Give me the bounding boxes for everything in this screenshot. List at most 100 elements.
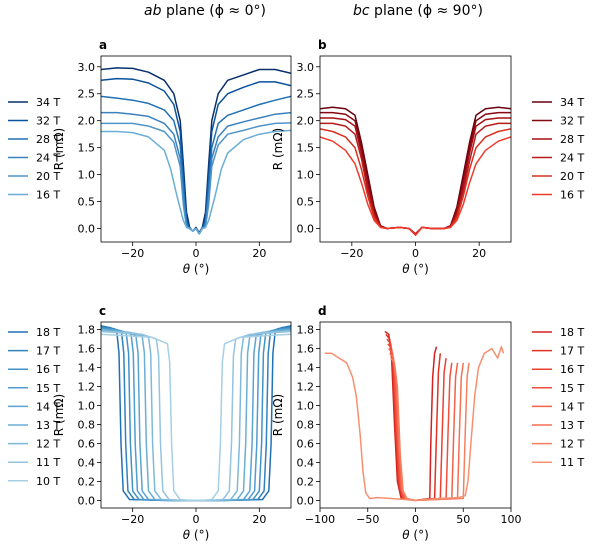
- y-tick-label-d-3: 0.6: [297, 437, 315, 450]
- x-tick-label-d-2: 0: [412, 513, 419, 526]
- legend-label-d-4: 14 T: [560, 400, 584, 413]
- y-tick-label-c-7: 1.4: [78, 362, 96, 375]
- y-tick-label-a-3: 1.5: [78, 142, 96, 155]
- x-axis-label-b: θ (°): [402, 262, 429, 276]
- panel-b: −20 0 20 0.0 0.5 1.0 1.5 2.0 2.5 3.0 θ (°) R (mΩ) b 3…: [271, 38, 584, 276]
- y-tick-label-b-2: 1.0: [297, 169, 315, 182]
- y-tick-label-d-0: 0.0: [297, 494, 315, 507]
- legend-label-b-0: 34 T: [560, 96, 584, 109]
- plot-frame-d: [319, 321, 512, 509]
- y-tick-label-a-5: 2.5: [78, 88, 96, 101]
- y-tick-label-a-0: 0.0: [78, 223, 96, 236]
- panel-c: −20 0 20 0.0 0.2 0.4 0.6 0.8 1.0 1.2 1.4 1.6 1.8 θ (°…: [8, 304, 292, 542]
- legend-label-c-7: 11 T: [36, 456, 60, 469]
- y-tick-label-a-6: 3.0: [78, 61, 96, 74]
- legend-label-d-2: 16 T: [560, 363, 584, 376]
- x-tick-label-c-2: 20: [252, 513, 266, 526]
- y-tick-label-c-9: 1.8: [78, 324, 96, 337]
- y-tick-label-d-9: 1.8: [297, 324, 315, 337]
- series-line-a-1: [101, 77, 291, 235]
- y-tick-label-b-4: 2.0: [297, 115, 315, 128]
- legend-label-d-0: 18 T: [560, 326, 584, 339]
- x-axis-label-d: θ (°): [402, 528, 429, 542]
- y-tick-label-d-7: 1.4: [297, 362, 315, 375]
- x-axis-label-a: θ (°): [183, 262, 210, 276]
- y-tick-label-c-4: 0.8: [78, 418, 96, 431]
- y-tick-label-d-2: 0.4: [297, 456, 315, 469]
- legend-label-c-3: 15 T: [36, 382, 60, 395]
- legend-label-d-5: 13 T: [560, 419, 584, 432]
- legend-label-d-1: 17 T: [560, 345, 584, 358]
- series-line-a-3: [101, 111, 291, 235]
- series-line-b-5: [320, 136, 511, 236]
- legend-label-c-1: 17 T: [36, 345, 60, 358]
- legend-b: 34 T 32 T 28 T 24 T 20 T 16 T: [532, 96, 584, 202]
- series-line-b-4: [320, 128, 511, 236]
- legend-label-a-3: 24 T: [36, 152, 60, 165]
- legend-label-b-4: 20 T: [560, 170, 584, 183]
- y-tick-label-c-8: 1.6: [78, 343, 96, 356]
- y-tick-label-d-4: 0.8: [297, 418, 315, 431]
- legend-c: 18 T 17 T 16 T 15 T 14 T 13 T 12 T 11 T 10 T: [8, 326, 60, 488]
- series-line-b-0: [320, 106, 511, 235]
- y-axis-label-c: R (mΩ): [52, 394, 66, 436]
- legend-label-a-0: 34 T: [36, 96, 60, 109]
- legend-a: 34 T 32 T 28 T 24 T 20 T 16 T: [8, 96, 60, 202]
- x-tick-label-a-2: 20: [252, 247, 266, 260]
- y-tick-label-c-6: 1.2: [78, 381, 96, 394]
- panel-label-b: b: [318, 38, 327, 52]
- y-tick-label-d-5: 1.0: [297, 400, 315, 413]
- y-tick-label-c-5: 1.0: [78, 400, 96, 413]
- panel-label-d: d: [318, 304, 327, 318]
- x-tick-label-d-1: −50: [356, 513, 379, 526]
- legend-label-d-7: 11 T: [560, 456, 584, 469]
- y-tick-label-c-1: 0.2: [78, 475, 96, 488]
- series-line-d-7: [324, 345, 505, 502]
- legend-label-a-1: 32 T: [36, 115, 60, 128]
- x-tick-label-d-0: −100: [305, 513, 335, 526]
- y-tick-label-c-2: 0.4: [78, 456, 96, 469]
- y-tick-label-c-3: 0.6: [78, 437, 96, 450]
- legend-label-a-5: 16 T: [36, 189, 60, 202]
- series-line-b-1: [320, 111, 511, 235]
- y-tick-label-b-1: 0.5: [297, 196, 315, 209]
- x-tick-label-d-4: 100: [501, 513, 522, 526]
- y-axis-label-b: R (mΩ): [271, 128, 285, 170]
- left-column-title: ab plane (ϕ ≈ 0°): [144, 3, 266, 19]
- x-tick-label-c-1: 0: [193, 513, 200, 526]
- series-line-d-6: [390, 357, 470, 502]
- plot-frame-b: [319, 55, 512, 243]
- legend-label-b-1: 32 T: [560, 115, 584, 128]
- y-axis-label-d: R (mΩ): [271, 394, 285, 436]
- legend-label-b-2: 28 T: [560, 133, 584, 146]
- x-tick-label-c-0: −20: [121, 513, 144, 526]
- x-tick-label-d-3: 50: [456, 513, 470, 526]
- legend-label-b-5: 16 T: [560, 189, 584, 202]
- legend-label-c-6: 12 T: [36, 438, 60, 451]
- x-tick-label-a-1: 0: [193, 247, 200, 260]
- series-line-a-0: [101, 67, 291, 234]
- series-line-c-8: [101, 333, 291, 502]
- y-tick-label-a-2: 1.0: [78, 169, 96, 182]
- y-tick-label-d-1: 0.2: [297, 475, 315, 488]
- x-tick-label-b-1: 0: [412, 247, 419, 260]
- plot-frame-a: [100, 55, 292, 243]
- y-tick-label-a-1: 0.5: [78, 196, 96, 209]
- series-line-a-5: [101, 129, 291, 235]
- series-line-c-2: [101, 326, 291, 502]
- y-tick-label-b-6: 3.0: [297, 61, 315, 74]
- panel-label-a: a: [99, 38, 107, 52]
- y-tick-label-d-6: 1.2: [297, 381, 315, 394]
- x-tick-label-a-0: −20: [121, 247, 144, 260]
- panel-a: −20 0 20 0.0 0.5 1.0 1.5 2.0 2.5 3.0 θ (°) R (mΩ) a 3…: [8, 38, 292, 276]
- y-tick-label-d-8: 1.6: [297, 343, 315, 356]
- series-line-a-4: [101, 122, 291, 235]
- legend-label-c-4: 14 T: [36, 400, 60, 413]
- legend-label-a-4: 20 T: [36, 170, 60, 183]
- legend-label-c-2: 16 T: [36, 363, 60, 376]
- y-tick-label-b-3: 1.5: [297, 142, 315, 155]
- y-tick-label-b-5: 2.5: [297, 88, 315, 101]
- legend-label-c-0: 18 T: [36, 326, 60, 339]
- y-tick-label-c-0: 0.0: [78, 494, 96, 507]
